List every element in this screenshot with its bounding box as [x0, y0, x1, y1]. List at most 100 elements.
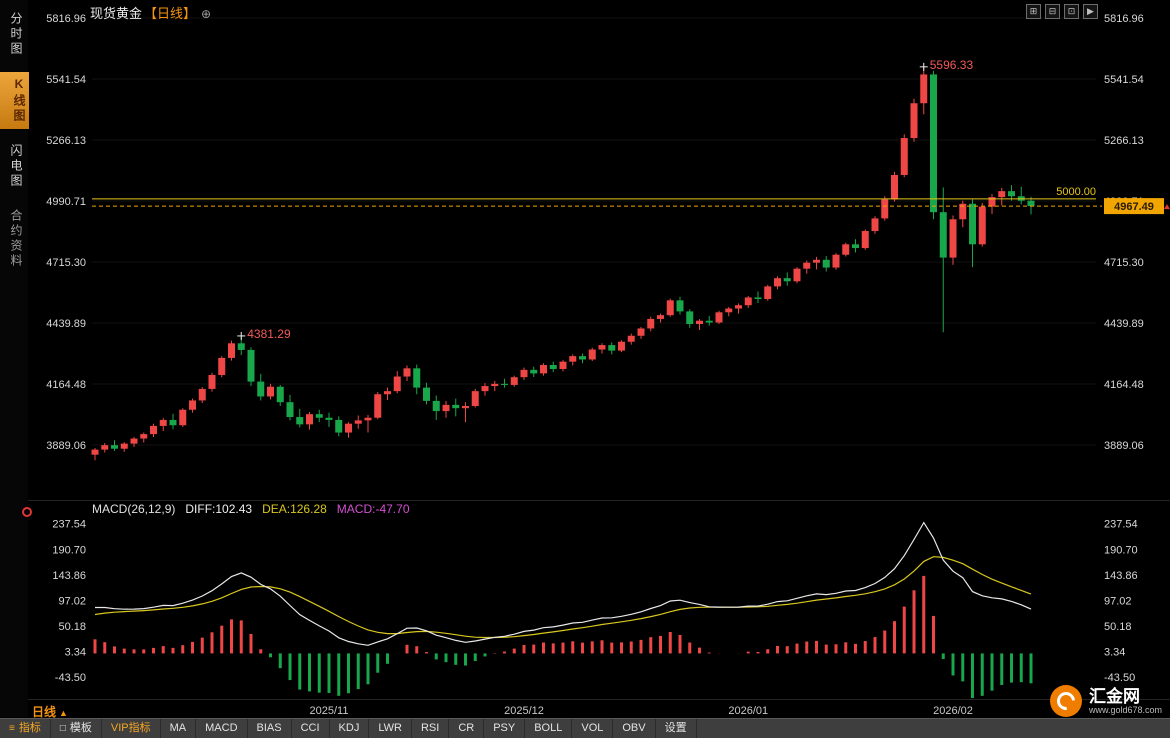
candle[interactable]: [520, 367, 528, 381]
candle[interactable]: [150, 423, 157, 437]
candle[interactable]: [832, 253, 840, 270]
indicator-vol-button[interactable]: VOL: [572, 719, 614, 738]
candle[interactable]: [471, 388, 479, 408]
layout-single-icon[interactable]: ⊡: [1064, 4, 1079, 19]
candle[interactable]: [569, 354, 577, 366]
indicator-ma-button[interactable]: MA: [161, 719, 197, 738]
candle[interactable]: [315, 409, 323, 423]
candle[interactable]: [159, 418, 167, 432]
candles[interactable]: [91, 66, 1035, 461]
candle[interactable]: [101, 442, 109, 453]
candle[interactable]: [530, 366, 538, 377]
candle[interactable]: [549, 361, 557, 373]
candle[interactable]: [384, 387, 391, 400]
candle[interactable]: [413, 364, 421, 395]
candle[interactable]: [189, 398, 196, 413]
candle[interactable]: [842, 242, 850, 257]
candle[interactable]: [286, 394, 294, 421]
candle[interactable]: [1027, 196, 1035, 215]
candle[interactable]: [491, 380, 499, 392]
candle[interactable]: [228, 340, 235, 361]
candle[interactable]: [666, 298, 674, 317]
sidebar-item-lightning-chart[interactable]: 闪电图: [9, 144, 23, 189]
candle[interactable]: [179, 408, 187, 428]
candle[interactable]: [637, 326, 645, 339]
candle[interactable]: [852, 239, 859, 253]
template-menu-button[interactable]: □ 模板: [51, 719, 102, 738]
candle[interactable]: [608, 342, 616, 355]
candle[interactable]: [1008, 185, 1015, 201]
candle[interactable]: [247, 347, 255, 387]
candle[interactable]: [598, 343, 606, 354]
indicator-psy-button[interactable]: PSY: [484, 719, 526, 738]
layout-minimize-icon[interactable]: ⊟: [1045, 4, 1060, 19]
candle[interactable]: [988, 194, 996, 214]
candle[interactable]: [452, 398, 460, 417]
indicator-bias-button[interactable]: BIAS: [248, 719, 292, 738]
sidebar-item-contract-info[interactable]: 合约资料: [9, 209, 23, 269]
candle[interactable]: [754, 291, 762, 303]
candle[interactable]: [744, 295, 752, 308]
candle[interactable]: [920, 66, 928, 115]
candle[interactable]: [140, 432, 148, 443]
indicator-rsi-button[interactable]: RSI: [412, 719, 450, 738]
candle[interactable]: [939, 187, 947, 333]
indicator-boll-button[interactable]: BOLL: [525, 719, 573, 738]
candle[interactable]: [813, 256, 820, 270]
play-icon[interactable]: ▶: [1083, 4, 1098, 19]
settings-button[interactable]: 设置: [656, 719, 697, 738]
candle[interactable]: [676, 296, 684, 315]
candle[interactable]: [579, 353, 586, 364]
candle[interactable]: [120, 442, 128, 452]
candle[interactable]: [657, 313, 664, 323]
candle[interactable]: [588, 347, 596, 362]
candle[interactable]: [696, 318, 703, 331]
candle[interactable]: [725, 306, 733, 317]
candle[interactable]: [891, 171, 898, 202]
candle[interactable]: [618, 340, 625, 353]
sidebar-item-kline-chart[interactable]: K线图: [0, 72, 29, 129]
candle[interactable]: [257, 373, 265, 401]
candle[interactable]: [627, 333, 635, 345]
candle[interactable]: [774, 276, 781, 290]
candle[interactable]: [198, 387, 206, 404]
candle[interactable]: [501, 378, 508, 388]
candle[interactable]: [861, 229, 869, 250]
candle[interactable]: [803, 260, 811, 274]
layout-grid-icon[interactable]: ⊞: [1026, 4, 1041, 19]
candle[interactable]: [559, 360, 567, 372]
candle[interactable]: [169, 413, 177, 430]
candle[interactable]: [705, 315, 713, 326]
candle[interactable]: [325, 412, 333, 428]
candle[interactable]: [111, 440, 118, 451]
candle[interactable]: [432, 395, 440, 420]
candle[interactable]: [647, 316, 655, 332]
candle[interactable]: [910, 98, 918, 142]
candle[interactable]: [822, 256, 830, 272]
candle[interactable]: [793, 267, 801, 284]
vip-indicator-button[interactable]: VIP指标: [102, 719, 161, 738]
macd-panel-marker-icon[interactable]: [22, 507, 32, 517]
indicator-cr-button[interactable]: CR: [449, 719, 485, 738]
candle[interactable]: [423, 382, 430, 405]
candle[interactable]: [403, 365, 411, 381]
candle[interactable]: [969, 199, 976, 268]
candle[interactable]: [91, 448, 99, 461]
candle[interactable]: [354, 415, 362, 429]
zoom-add-icon[interactable]: ⊕: [201, 7, 212, 21]
candle[interactable]: [462, 402, 469, 423]
candle[interactable]: [267, 383, 274, 400]
candle[interactable]: [393, 371, 401, 394]
sidebar-item-timeshare-chart[interactable]: 分时图: [9, 12, 23, 57]
indicator-menu-button[interactable]: ≡ 指标: [0, 719, 51, 738]
indicator-cci-button[interactable]: CCI: [292, 719, 330, 738]
candle[interactable]: [364, 414, 372, 433]
axis-arrow-icon[interactable]: [1164, 204, 1170, 210]
candle[interactable]: [715, 310, 723, 325]
candle[interactable]: [735, 303, 742, 314]
candle[interactable]: [959, 200, 967, 228]
period-indicator[interactable]: 日线 ▲: [32, 703, 68, 720]
indicator-obv-button[interactable]: OBV: [613, 719, 656, 738]
candle[interactable]: [481, 383, 489, 396]
candle[interactable]: [208, 372, 216, 392]
